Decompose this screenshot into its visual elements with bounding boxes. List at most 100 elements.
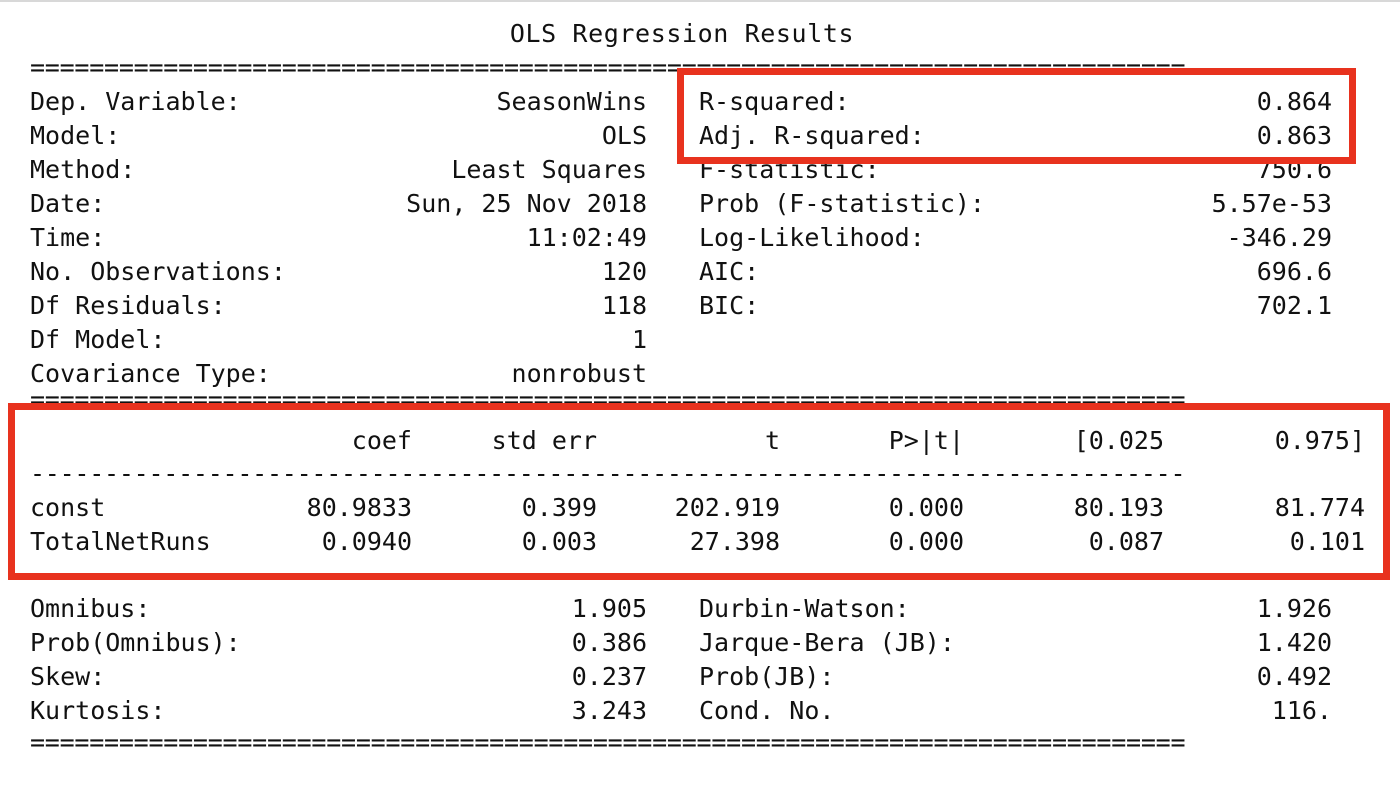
summary-right-row: Prob (F-statistic): 5.57e-53 [699, 187, 1332, 221]
coef-cell: 202.919 [674, 493, 780, 522]
summary-label: F-statistic: [699, 155, 880, 184]
summary-value: 702.1 [1256, 291, 1332, 320]
diagnostic-value: 1.926 [1256, 594, 1332, 623]
summary-left-row: Model: OLS [30, 119, 647, 153]
coef-row-name: const [30, 493, 106, 522]
diagnostic-label: Kurtosis: [30, 696, 166, 725]
summary-label: R-squared: [699, 87, 850, 116]
summary-value: 0.863 [1256, 121, 1332, 150]
diagnostic-label: Prob(Omnibus): [30, 628, 241, 657]
summary-value: nonrobust [511, 359, 647, 388]
diagnostic-value: 0.492 [1256, 662, 1332, 691]
double-rule-top: ========================================… [30, 58, 1186, 78]
summary-left-row: Covariance Type: nonrobust [30, 357, 647, 391]
summary-value: 5.57e-53 [1211, 189, 1332, 218]
summary-label: Covariance Type: [30, 359, 271, 388]
coef-cell: 80.193 [1073, 493, 1164, 522]
summary-left-row: Dep. Variable: SeasonWins [30, 85, 647, 119]
summary-label: Model: [30, 121, 121, 150]
summary-label: AIC: [699, 257, 760, 286]
diagnostic-value: 3.243 [571, 696, 647, 725]
diagnostic-label: Durbin-Watson: [699, 594, 910, 623]
report-title: OLS Regression Results [509, 19, 855, 48]
coef-header: [0.025 [1073, 426, 1164, 455]
summary-right-row: Adj. R-squared: 0.863 [699, 119, 1332, 153]
summary-left-row: Method: Least Squares [30, 153, 647, 187]
summary-value: Least Squares [451, 155, 647, 184]
diagnostic-value: 1.420 [1256, 628, 1332, 657]
summary-value: OLS [601, 121, 647, 150]
summary-value: 118 [601, 291, 647, 320]
summary-right-row: Log-Likelihood: -346.29 [699, 221, 1332, 255]
diagnostics-right-row: Cond. No. 116. [699, 694, 1332, 728]
coef-cell: 0.000 [888, 527, 964, 556]
summary-left-row: Time: 11:02:49 [30, 221, 647, 255]
diagnostics-left-row: Prob(Omnibus): 0.386 [30, 626, 647, 660]
summary-label: Prob (F-statistic): [699, 189, 985, 218]
coef-cell: 0.003 [521, 527, 597, 556]
diagnostic-label: Skew: [30, 662, 106, 691]
summary-value: 1 [631, 325, 647, 354]
coef-cell: 0.101 [1289, 527, 1365, 556]
summary-value: Sun, 25 Nov 2018 [406, 189, 647, 218]
summary-right-row: AIC: 696.6 [699, 255, 1332, 289]
summary-label: No. Observations: [30, 257, 286, 286]
summary-value: 11:02:49 [526, 223, 647, 252]
summary-label: Method: [30, 155, 136, 184]
summary-left-row: Date: Sun, 25 Nov 2018 [30, 187, 647, 221]
table-row: const 80.9833 0.399 202.919 0.000 80.193… [0, 491, 1400, 525]
summary-value: 696.6 [1256, 257, 1332, 286]
summary-label: Dep. Variable: [30, 87, 241, 116]
summary-label: Df Model: [30, 325, 166, 354]
diagnostics-left-row: Omnibus: 1.905 [30, 592, 647, 626]
coef-cell: 0.087 [1088, 527, 1164, 556]
summary-right-row: F-statistic: 750.6 [699, 153, 1332, 187]
coef-cell: 0.000 [888, 493, 964, 522]
summary-left-row: No. Observations: 120 [30, 255, 647, 289]
diagnostic-label: Jarque-Bera (JB): [699, 628, 955, 657]
diagnostics-right-row: Jarque-Bera (JB): 1.420 [699, 626, 1332, 660]
coef-header: t [764, 426, 780, 455]
diagnostic-value: 116. [1271, 696, 1332, 725]
coef-cell: 81.774 [1274, 493, 1365, 522]
coef-cell: 0.0940 [321, 527, 412, 556]
summary-value: -346.29 [1226, 223, 1332, 252]
diagnostic-label: Prob(JB): [699, 662, 835, 691]
coef-header: coef [351, 426, 412, 455]
top-border [0, 0, 1400, 2]
summary-left-row: Df Residuals: 118 [30, 289, 647, 323]
coef-header: P>|t| [888, 426, 964, 455]
summary-value: 120 [601, 257, 647, 286]
coef-header-row: coef std err t P>|t| [0.025 0.975] [0, 424, 1400, 458]
coef-header: 0.975] [1274, 426, 1365, 455]
summary-value: SeasonWins [496, 87, 647, 116]
coef-cell: 0.399 [521, 493, 597, 522]
summary-right-row: R-squared: 0.864 [699, 85, 1332, 119]
coef-header: std err [491, 426, 597, 455]
summary-value: 750.6 [1256, 155, 1332, 184]
diagnostics-right-row: Durbin-Watson: 1.926 [699, 592, 1332, 626]
diagnostics-right-row: Prob(JB): 0.492 [699, 660, 1332, 694]
diagnostic-label: Omnibus: [30, 594, 151, 623]
diagnostics-left-row: Skew: 0.237 [30, 660, 647, 694]
summary-label: Df Residuals: [30, 291, 226, 320]
diagnostic-value: 0.237 [571, 662, 647, 691]
summary-right-row: BIC: 702.1 [699, 289, 1332, 323]
table-row: TotalNetRuns 0.0940 0.003 27.398 0.000 0… [0, 525, 1400, 559]
summary-value: 0.864 [1256, 87, 1332, 116]
double-rule-bottom: ========================================… [30, 733, 1186, 753]
coef-cell: 80.9833 [306, 493, 412, 522]
summary-label: Log-Likelihood: [699, 223, 925, 252]
diagnostic-label: Cond. No. [699, 696, 835, 725]
summary-label: Date: [30, 189, 106, 218]
diagnostic-value: 0.386 [571, 628, 647, 657]
diagnostics-left-row: Kurtosis: 3.243 [30, 694, 647, 728]
coef-cell: 27.398 [689, 527, 780, 556]
summary-label: Time: [30, 223, 106, 252]
summary-left-row: Df Model: 1 [30, 323, 647, 357]
coef-row-name: TotalNetRuns [30, 527, 211, 556]
summary-label: Adj. R-squared: [699, 121, 925, 150]
double-rule-mid: ========================================… [30, 390, 1186, 410]
summary-label: BIC: [699, 291, 760, 320]
diagnostic-value: 1.905 [571, 594, 647, 623]
